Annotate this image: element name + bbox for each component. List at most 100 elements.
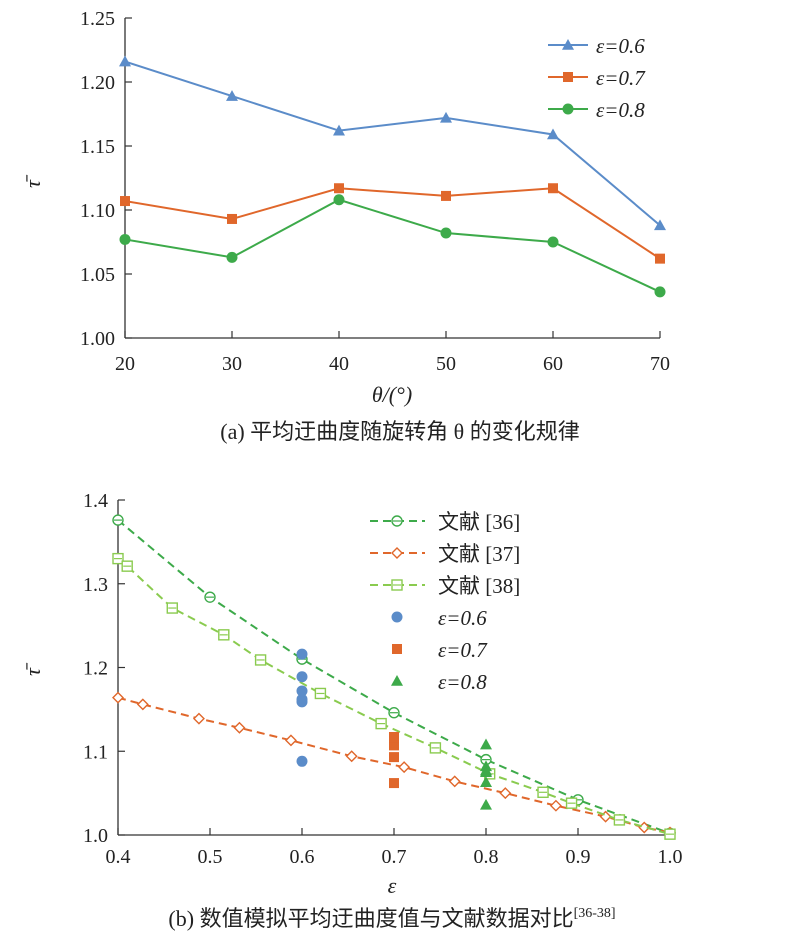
data-point-s4-1 <box>389 752 399 763</box>
legend-marker-0 <box>391 515 403 527</box>
data-point-s2-4 <box>547 236 559 248</box>
x-tick-label: 1.0 <box>658 846 683 868</box>
data-point-s1-4 <box>284 734 297 747</box>
data-point-s3-4 <box>296 696 308 708</box>
x-tick-label: 0.9 <box>566 846 591 868</box>
series-line-2 <box>124 198 661 293</box>
data-point-s1-9 <box>549 799 562 812</box>
panel-a-line-chart: 1.00 1.05 1.10 1.15 1.20 1.25 20 30 40 50 60 70 τ̄ θ/… <box>20 8 670 444</box>
x-tick-label: 30 <box>222 353 242 375</box>
data-point-s2-6 <box>375 717 387 730</box>
data-point-s0-0 <box>119 55 131 67</box>
x-tick-label: 50 <box>436 353 456 375</box>
legend-label-3: ε=0.6 <box>438 606 487 630</box>
data-point-s0-2 <box>333 124 345 136</box>
data-point-s5-1 <box>480 776 492 788</box>
legend-marker-4 <box>392 644 402 654</box>
data-point-s0-4 <box>547 128 559 140</box>
data-point-s1-1 <box>136 698 149 711</box>
legend-marker-0 <box>562 39 574 50</box>
data-point-s1-5 <box>345 750 358 763</box>
data-point-s0-5 <box>654 219 666 231</box>
data-point-s2-1 <box>121 560 133 572</box>
data-point-s1-7 <box>448 775 461 788</box>
x-tick-label: 70 <box>650 353 670 375</box>
data-point-s2-3 <box>218 629 230 641</box>
data-point-s1-3 <box>441 190 451 201</box>
data-point-s4-4 <box>389 732 399 743</box>
data-point-s1-5 <box>655 253 665 264</box>
panel-b-scatter-chart: 1.0 1.1 1.2 1.3 1.4 0.4 0.5 0.6 0.7 0.8 0.9 1.0 τ̄ ε (… <box>20 490 683 931</box>
data-point-s0-1 <box>226 90 238 101</box>
data-point-s1-3 <box>233 721 246 734</box>
x-axis-title: θ/(°) <box>372 382 412 407</box>
data-point-s0-1 <box>204 591 216 603</box>
data-point-s2-3 <box>440 227 452 239</box>
panel-a-caption: (a) 平均迂曲度随旋转角 θ 的变化规律 <box>220 419 579 444</box>
legend-label-1: ε=0.7 <box>596 66 646 90</box>
data-point-s1-4 <box>548 183 558 194</box>
legend-label-2: ε=0.8 <box>596 98 645 122</box>
data-point-s1-0 <box>112 691 124 704</box>
data-point-s3-3 <box>296 685 308 697</box>
y-tick-label: 1.2 <box>83 658 108 680</box>
x-tick-label: 0.4 <box>106 846 131 868</box>
data-point-s2-10 <box>565 797 578 809</box>
legend-label-4: ε=0.7 <box>438 638 488 662</box>
y-tick-label: 1.3 <box>83 574 108 596</box>
y-tick-label: 1.0 <box>83 825 108 847</box>
data-point-s2-2 <box>166 602 178 614</box>
x-tick-label: 0.6 <box>290 846 315 868</box>
x-tick-label: 0.8 <box>474 846 499 868</box>
reference-curve-2 <box>117 557 671 836</box>
data-point-s1-2 <box>192 712 205 725</box>
panel-b-caption-ref: [36-38] <box>574 906 616 921</box>
legend-marker-2 <box>562 103 574 115</box>
panel-b-caption: (b) 数值模拟平均迂曲度值与文献数据对比[36-38] <box>168 906 615 931</box>
data-point-s5-5 <box>480 798 492 810</box>
data-point-s1-1 <box>227 213 237 224</box>
x-tick-label: 60 <box>543 353 563 375</box>
legend-label-2: 文献 [38] <box>438 574 520 598</box>
legend-marker-1 <box>391 547 403 559</box>
data-point-s2-2 <box>333 194 345 206</box>
y-tick-label: 1.20 <box>80 72 115 94</box>
y-tick-label: 1.4 <box>83 490 108 512</box>
y-axis-title: τ̄ <box>20 662 45 676</box>
data-point-s2-11 <box>613 814 626 826</box>
series-line-1 <box>124 187 661 260</box>
data-point-s1-0 <box>120 196 130 207</box>
data-point-s3-0 <box>296 648 308 660</box>
y-tick-label: 1.10 <box>80 200 115 222</box>
data-point-s1-8 <box>499 787 512 800</box>
legend-marker-3 <box>391 611 403 623</box>
data-point-s2-4 <box>254 654 267 666</box>
data-point-s5-3 <box>480 760 492 772</box>
x-axis-title: ε <box>388 873 397 898</box>
data-point-s2-1 <box>226 251 238 263</box>
y-tick-label: 1.05 <box>80 264 115 286</box>
data-point-s0-3 <box>388 707 400 719</box>
legend-marker-1 <box>563 72 573 82</box>
legend-marker-5 <box>391 675 403 686</box>
legend-label-0: 文献 [36] <box>438 510 520 534</box>
y-tick-label: 1.1 <box>83 741 108 763</box>
y-tick-label: 1.15 <box>80 136 115 158</box>
data-point-s1-2 <box>334 183 344 194</box>
legend-label-0: ε=0.6 <box>596 34 645 58</box>
y-tick-label: 1.00 <box>80 328 115 350</box>
data-point-s4-3 <box>389 737 399 748</box>
data-point-s0-0 <box>112 514 124 526</box>
x-tick-label: 20 <box>115 353 135 375</box>
series-line-0 <box>124 60 661 227</box>
data-point-s3-1 <box>296 671 308 683</box>
data-point-s0-3 <box>440 111 452 123</box>
x-tick-label: 0.5 <box>198 846 223 868</box>
data-point-s2-12 <box>664 828 676 840</box>
data-point-s5-2 <box>480 738 492 750</box>
y-axis-title: τ̄ <box>20 174 45 188</box>
y-tick-label: 1.25 <box>80 8 115 30</box>
data-point-s2-5 <box>654 286 666 298</box>
legend-marker-2 <box>391 579 403 591</box>
